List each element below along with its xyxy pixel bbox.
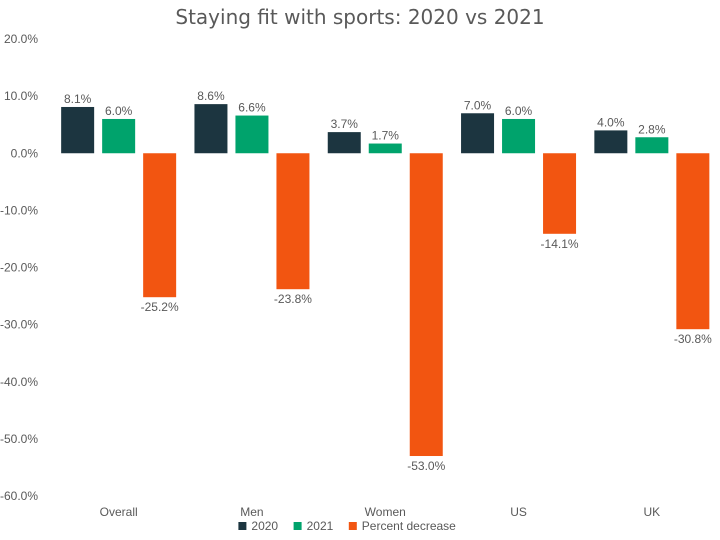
legend-swatch	[348, 522, 357, 530]
y-tick-label: -40.0%	[0, 375, 38, 389]
y-tick-label: -60.0%	[0, 489, 38, 503]
data-label: 8.1%	[64, 92, 92, 106]
data-label: -25.2%	[141, 300, 179, 314]
bar-2020	[461, 113, 495, 154]
legend-swatch	[293, 522, 302, 530]
bar-2020	[327, 132, 361, 154]
data-label: -30.8%	[674, 332, 712, 346]
data-label: 4.0%	[597, 115, 625, 129]
bars	[61, 104, 710, 457]
category-label: Men	[240, 505, 263, 519]
y-tick-label: -50.0%	[0, 432, 38, 446]
y-tick-label: -30.0%	[0, 318, 38, 332]
bar-2021	[502, 118, 536, 154]
legend-swatch	[238, 522, 247, 530]
category-label: US	[510, 505, 527, 519]
legend-label: Percent decrease	[362, 519, 456, 533]
category-label: Women	[365, 505, 406, 519]
y-tick-label: 20.0%	[4, 32, 38, 46]
legend-label: 2021	[307, 519, 334, 533]
bar-percent-decrease	[276, 153, 310, 290]
y-tick-label: -20.0%	[0, 261, 38, 275]
x-axis: Overall Men Women US UK	[100, 505, 661, 519]
data-label: 3.7%	[331, 117, 359, 131]
bar-2021	[235, 115, 269, 154]
bar-percent-decrease	[676, 153, 710, 330]
data-label: 6.0%	[505, 104, 533, 118]
chart-title: Staying fit with sports: 2020 vs 2021	[175, 5, 544, 29]
bar-2021	[635, 137, 669, 154]
bar-2021	[102, 118, 136, 154]
category-label: Overall	[100, 505, 138, 519]
y-tick-label: 0.0%	[11, 146, 39, 160]
bar-2021	[368, 143, 402, 154]
bar-percent-decrease	[409, 153, 443, 457]
category-label: UK	[644, 505, 661, 519]
bar-2020	[194, 104, 228, 154]
data-label: -53.0%	[407, 459, 445, 473]
legend-label: 2020	[251, 519, 278, 533]
legend: 2020 2021 Percent decrease	[238, 519, 456, 533]
data-label: 2.8%	[638, 122, 666, 136]
bar-percent-decrease	[143, 153, 177, 298]
data-label: 7.0%	[464, 98, 492, 112]
data-label: 6.0%	[105, 104, 133, 118]
data-label: 6.6%	[238, 101, 266, 115]
bar-2020	[61, 106, 95, 154]
data-label: 1.7%	[372, 129, 400, 143]
data-label: 8.6%	[197, 89, 225, 103]
y-tick-label: -10.0%	[0, 203, 38, 217]
bar-2020	[594, 130, 628, 154]
data-label: -14.1%	[541, 237, 579, 251]
data-label: -23.8%	[274, 292, 312, 306]
bar-percent-decrease	[543, 153, 577, 234]
y-axis: 20.0% 10.0% 0.0% -10.0% -20.0% -30.0% -40.0% -5…	[0, 32, 38, 503]
data-labels: 8.1% 6.0% -25.2% 8.6% 6.6% -23.8% 3.7% 1.7% -53.…	[64, 89, 712, 473]
y-tick-label: 10.0%	[4, 89, 38, 103]
